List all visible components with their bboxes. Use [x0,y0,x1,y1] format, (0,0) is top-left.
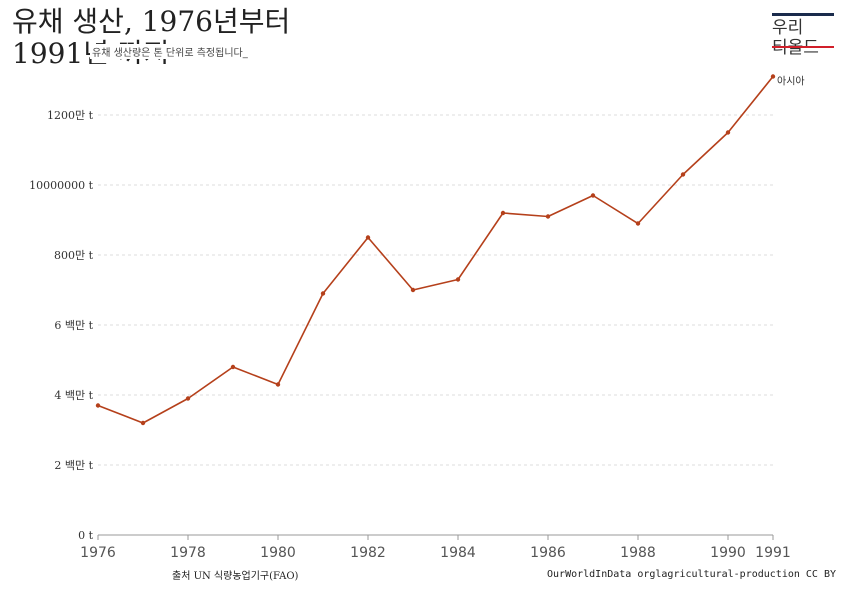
x-tick-label: 1976 [80,545,116,561]
x-tick-label: 1978 [170,545,206,561]
y-tick-label: 2 백만 t [54,459,93,472]
y-tick-label: 0 t [78,529,93,542]
data-point [455,277,461,282]
grid-layer [98,114,773,466]
data-point [635,221,641,226]
attribution-link[interactable]: OurWorldInData orglagricultural-producti… [547,569,836,580]
label-layer: 아시아 [777,76,805,88]
data-point [410,287,416,293]
logo-text: 우리 티올드 [772,18,819,58]
x-tick-label: 1984 [440,545,476,561]
series-layer [95,74,776,426]
series-label: 아시아 [777,76,805,88]
y-tick-label: 6 백만 t [54,319,93,332]
chart-title: 유채 생산, 1976년부터 [12,5,291,38]
axis-layer: 0 t 2 백만 t 4 백만 t 6 백만 t 800만 t 10000000 t 120… [29,109,791,561]
owid-logo[interactable]: 우리 티올드 [772,13,834,58]
data-point [725,130,731,135]
data-point [95,403,101,408]
x-tick-label: 1980 [260,545,296,561]
data-point [230,364,236,370]
x-tick-label: 1990 [710,545,746,561]
source-note: 출처 UN 식량농업기구(FAO) [172,571,299,582]
logo-bar [772,13,834,16]
y-tick-label: 10000000 t [29,179,93,192]
chart-subtitle: 유채 생산량은 톤 단위로 측정됩니다_ [90,44,250,59]
data-point [365,235,371,240]
y-tick-label: 800만 t [54,249,94,262]
x-tick-label: 1988 [620,545,656,561]
x-tick-label: 1986 [530,545,566,561]
series-line [97,75,774,424]
data-point [545,214,551,219]
data-point [185,396,191,401]
data-point [140,420,146,426]
data-point [275,382,281,387]
data-point [680,172,686,177]
y-tick-label: 4 백만 t [54,389,93,402]
data-point [770,74,776,79]
data-point [590,193,596,198]
data-point [320,291,326,296]
logo-red-line [772,46,834,48]
data-point [500,210,506,216]
x-tick-label: 1991 [755,545,791,561]
y-tick-label: 1200만 t [47,109,94,122]
x-tick-label: 1982 [350,545,386,561]
